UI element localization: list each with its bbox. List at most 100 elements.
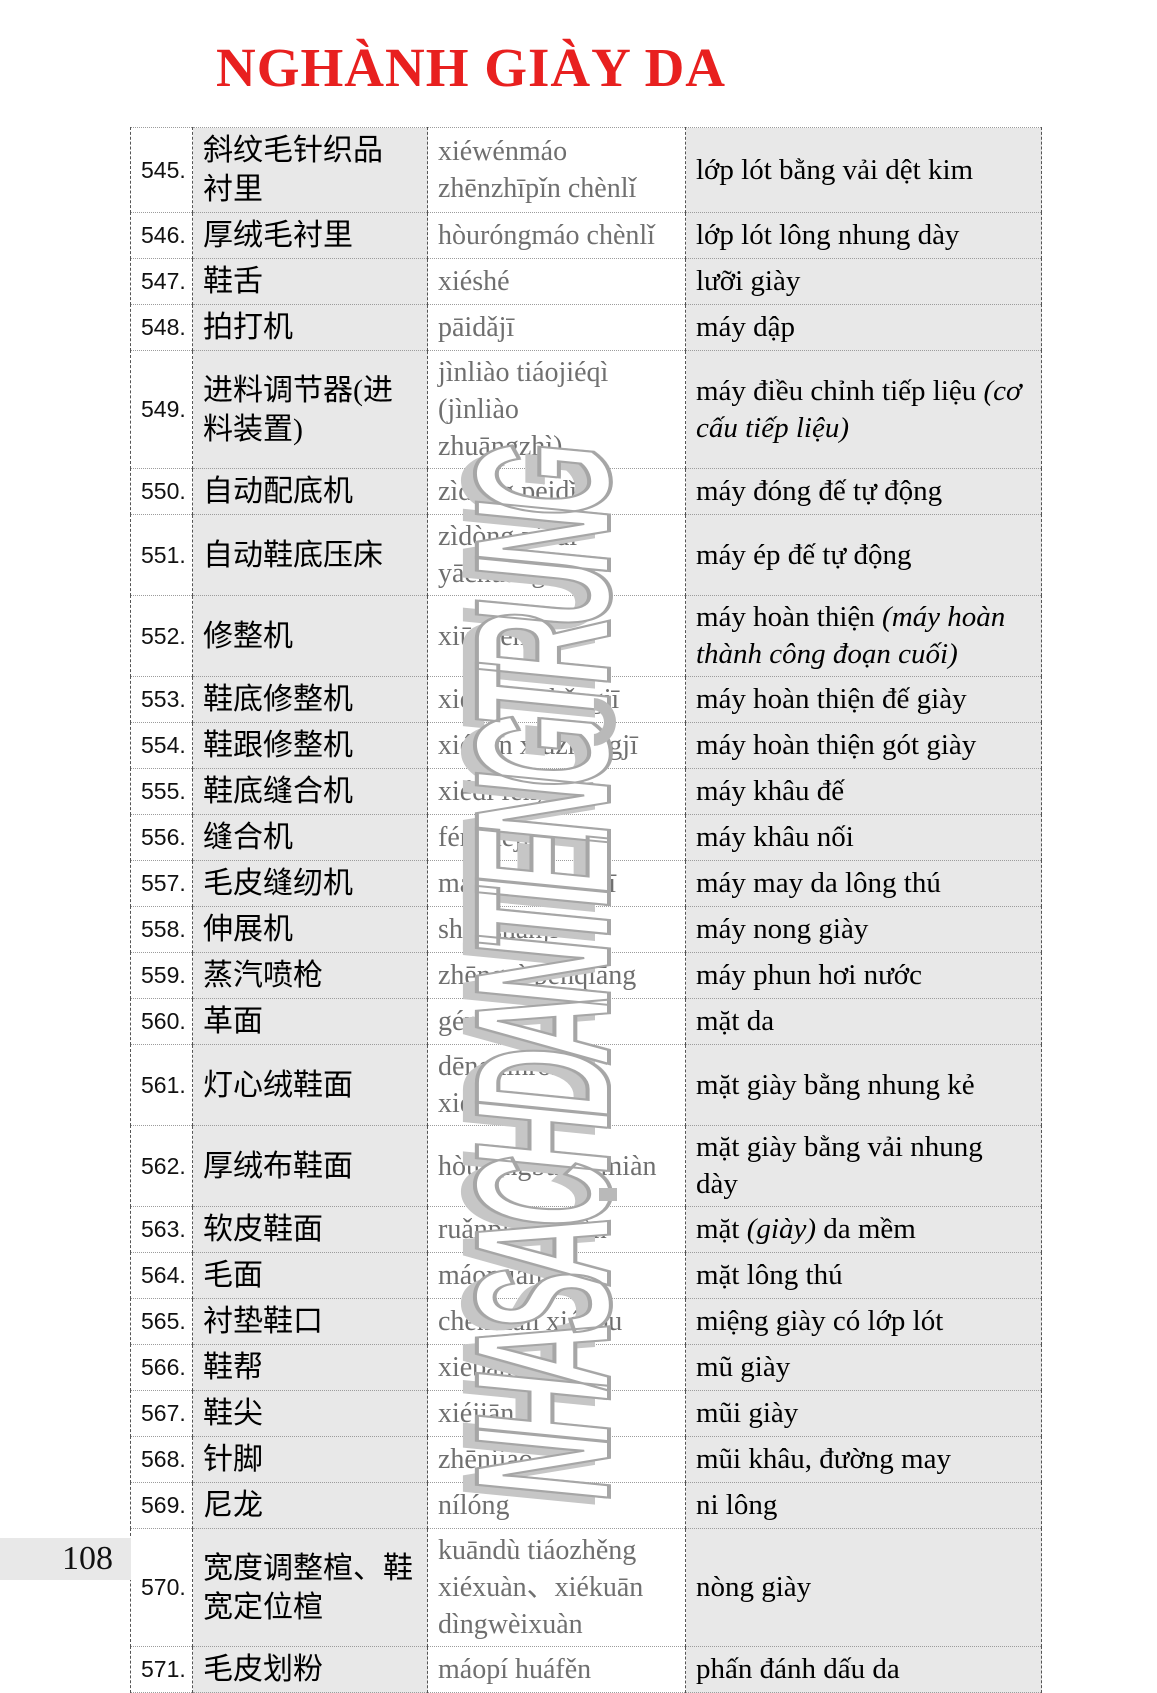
table-row: 567. 鞋尖 xiéjiān mũi giày: [130, 1390, 1042, 1437]
vietnamese-segment: máy ép đế tự động: [696, 538, 912, 571]
table-row: 569. 尼龙 nílóng ni lông: [130, 1482, 1042, 1529]
table-row: 549. 进料调节器(进 料装置) jìnliào tiáojiéqì (jìnli…: [130, 350, 1042, 469]
table-row: 547. 鞋舌 xiéshé lưỡi giày: [130, 258, 1042, 305]
vietnamese-segment: lưỡi giày: [696, 265, 801, 297]
cell-number: 565.: [130, 1298, 193, 1345]
vietnamese-segment: máy nong giày: [696, 913, 869, 945]
table-row: 566. 鞋帮 xiébāng mũ giày: [130, 1344, 1042, 1391]
cell-number: 548.: [130, 304, 193, 351]
cell-chinese: 进料调节器(进 料装置): [192, 350, 428, 469]
cell-chinese: 修整机: [192, 595, 428, 677]
cell-number: 552.: [130, 595, 193, 677]
cell-chinese: 革面: [192, 998, 428, 1045]
table-row: 562. 厚绒布鞋面 hòuróngbù xiémiàn mặt giày bằng …: [130, 1125, 1042, 1207]
table-row: 551. 自动鞋底压床 zìdòng xiédǐ yāchuáng máy ép đế…: [130, 514, 1042, 596]
vietnamese-segment: mặt giày bằng vải nhung dày: [696, 1131, 983, 1200]
cell-chinese: 毛皮缝纫机: [192, 860, 428, 907]
cell-pinyin: xiéshé: [427, 258, 686, 305]
vietnamese-segment: máy khâu nối: [696, 821, 854, 853]
cell-chinese: 针脚: [192, 1436, 428, 1483]
table-row: 558. 伸展机 shēnzhǎnjī máy nong giày: [130, 906, 1042, 953]
cell-pinyin: xiégēn xiūzhěngjī: [427, 722, 686, 769]
cell-vietnamese: máy điều chỉnh tiếp liệu (cơ cấu tiếp li…: [685, 350, 1042, 469]
cell-vietnamese: nòng giày: [685, 1528, 1042, 1647]
cell-chinese: 尼龙: [192, 1482, 428, 1529]
vietnamese-segment: mũ giày: [696, 1351, 791, 1383]
cell-number: 551.: [130, 514, 193, 596]
cell-chinese: 拍打机: [192, 304, 428, 351]
cell-pinyin: xiéwénmáo zhēnzhīpǐn chènlǐ: [427, 127, 686, 213]
cell-number: 557.: [130, 860, 193, 907]
cell-vietnamese: mặt giày bằng vải nhung dày: [685, 1125, 1042, 1207]
cell-vietnamese: máy hoàn thiện (máy hoàn thành công đoạn…: [685, 595, 1042, 677]
cell-chinese: 鞋跟修整机: [192, 722, 428, 769]
vietnamese-segment: máy may da lông thú: [696, 867, 941, 899]
cell-chinese: 伸展机: [192, 906, 428, 953]
cell-number: 550.: [130, 468, 193, 515]
cell-number: 561.: [130, 1044, 193, 1126]
cell-pinyin: xiéjiān: [427, 1390, 686, 1437]
vietnamese-segment: máy đóng đế tự động: [696, 475, 943, 507]
cell-chinese: 厚绒布鞋面: [192, 1125, 428, 1207]
cell-vietnamese: ni lông: [685, 1482, 1042, 1529]
cell-pinyin: hòuróngmáo chènlǐ: [427, 212, 686, 259]
cell-pinyin: shēnzhǎnjī: [427, 906, 686, 953]
cell-vietnamese: máy nong giày: [685, 906, 1042, 953]
cell-chinese: 厚绒毛衬里: [192, 212, 428, 259]
cell-pinyin: hòuróngbù xiémiàn: [427, 1125, 686, 1207]
cell-vietnamese: máy dập: [685, 304, 1042, 351]
cell-vietnamese: máy khâu nối: [685, 814, 1042, 861]
cell-vietnamese: mặt da: [685, 998, 1042, 1045]
table-row: 571. 毛皮划粉 máopí huáfěn phấn đánh dấu da: [130, 1646, 1042, 1693]
vietnamese-segment: máy hoàn thiện đế giày: [696, 683, 967, 715]
cell-chinese: 自动鞋底压床: [192, 514, 428, 596]
cell-pinyin: xiédǐ fénghéjī: [427, 768, 686, 815]
table-row: 561. 灯心绒鞋面 dēngxīnróng xiémiàn mặt giày bằn…: [130, 1044, 1042, 1126]
cell-number: 546.: [130, 212, 193, 259]
vietnamese-segment: lớp lót lông nhung dày: [696, 219, 960, 251]
cell-pinyin: chèndiàn xiékǒu: [427, 1298, 686, 1345]
table-row: 550. 自动配底机 zìdòng pèidǐjī máy đóng đế tự độ…: [130, 468, 1042, 515]
cell-vietnamese: lớp lót lông nhung dày: [685, 212, 1042, 259]
cell-chinese: 鞋底缝合机: [192, 768, 428, 815]
cell-number: 568.: [130, 1436, 193, 1483]
cell-vietnamese: lớp lót bằng vải dệt kim: [685, 127, 1042, 213]
table-row: 553. 鞋底修整机 xiédǐ xiūzhěngjī máy hoàn thiện …: [130, 676, 1042, 723]
cell-number: 547.: [130, 258, 193, 305]
page-title: NGHÀNH GIÀY DA: [216, 37, 727, 98]
cell-chinese: 衬垫鞋口: [192, 1298, 428, 1345]
vietnamese-segment: máy dập: [696, 311, 796, 343]
vietnamese-italic-segment: (máy hoàn thành công đoạn cuối): [696, 601, 1006, 670]
cell-pinyin: gémiàn: [427, 998, 686, 1045]
cell-number: 567.: [130, 1390, 193, 1437]
cell-number: 560.: [130, 998, 193, 1045]
cell-pinyin: zìdòng xiédǐ yāchuáng: [427, 514, 686, 596]
vietnamese-segment: mặt: [696, 1213, 747, 1245]
table-row: 570. 宽度调整楦、鞋 宽定位楦 kuāndù tiáozhěng xiéxuàn…: [130, 1528, 1042, 1647]
cell-pinyin: kuāndù tiáozhěng xiéxuàn、xiékuān dìngwèi…: [427, 1528, 686, 1647]
vietnamese-segment: lớp lót bằng vải dệt kim: [696, 153, 974, 186]
vietnamese-segment: mũi khâu, đường may: [696, 1443, 951, 1475]
cell-vietnamese: máy đóng đế tự động: [685, 468, 1042, 515]
cell-chinese: 毛皮划粉: [192, 1646, 428, 1693]
cell-vietnamese: mũi khâu, đường may: [685, 1436, 1042, 1483]
cell-chinese: 宽度调整楦、鞋 宽定位楦: [192, 1528, 428, 1647]
cell-number: 559.: [130, 952, 193, 999]
cell-chinese: 毛面: [192, 1252, 428, 1299]
vietnamese-segment: mặt giày bằng nhung kẻ: [696, 1068, 975, 1101]
vietnamese-segment: mặt lông thú: [696, 1259, 843, 1291]
cell-number: 570.: [130, 1528, 193, 1647]
table-row: 545. 斜纹毛针织品 衬里 xiéwénmáo zhēnzhīpǐn chènlǐ…: [130, 127, 1042, 213]
cell-chinese: 蒸汽喷枪: [192, 952, 428, 999]
cell-pinyin: máopí féngrènjī: [427, 860, 686, 907]
cell-vietnamese: mũi giày: [685, 1390, 1042, 1437]
vietnamese-italic-segment: (giày): [746, 1213, 816, 1245]
cell-pinyin: xiūzhěngjī: [427, 595, 686, 677]
table-row: 564. 毛面 máomiàn mặt lông thú: [130, 1252, 1042, 1299]
cell-number: 554.: [130, 722, 193, 769]
cell-number: 566.: [130, 1344, 193, 1391]
vietnamese-segment: máy khâu đế: [696, 775, 845, 807]
cell-chinese: 软皮鞋面: [192, 1206, 428, 1253]
cell-vietnamese: phấn đánh dấu da: [685, 1646, 1042, 1693]
vietnamese-segment: máy điều chỉnh tiếp liệu: [696, 374, 984, 407]
